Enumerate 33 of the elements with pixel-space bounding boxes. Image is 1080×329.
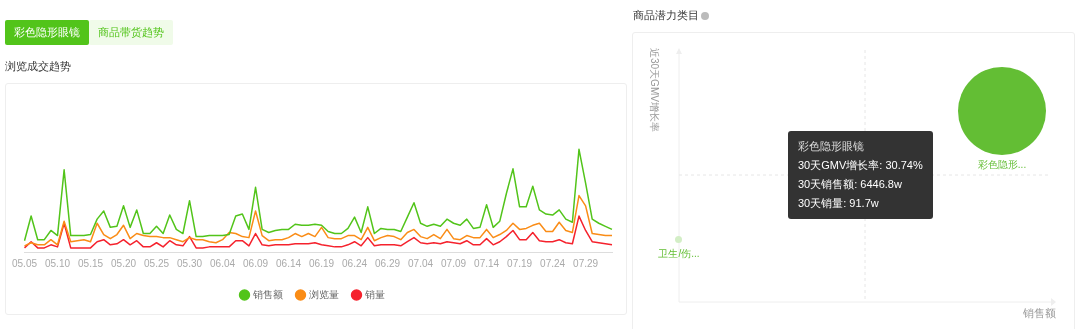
- text: 彩色隐形眼镜: [798, 139, 865, 154]
- x-tick-label: 06.24: [342, 257, 368, 269]
- x-tick-label: 06.14: [276, 257, 302, 269]
- x-tick-label: 07.24: [540, 257, 566, 269]
- x-tick-label: 05.20: [111, 257, 137, 269]
- x-tick-label: 05.10: [45, 257, 71, 269]
- text: 30天销售额: 6446.8w: [798, 177, 903, 192]
- legend-label: 浏览量: [309, 288, 339, 300]
- x-tick-label: 06.19: [309, 257, 335, 269]
- text: 30天GMV增长率: 30.74%: [798, 158, 923, 173]
- x-tick-label: 07.09: [441, 257, 467, 269]
- legend-label: 销售额: [252, 288, 283, 300]
- text: 销售额: [1023, 306, 1056, 321]
- x-tick-label: 05.25: [144, 257, 170, 269]
- text: 商品潜力类目: [633, 8, 700, 23]
- text: 彩色隐形...: [977, 158, 1027, 172]
- x-tick-label: 07.14: [474, 257, 500, 269]
- legend-label: 销量: [364, 288, 385, 300]
- text: 卫生/伤...: [658, 247, 700, 261]
- x-tick-label: 06.04: [210, 257, 236, 269]
- text: 近30天GMV增长率: [648, 48, 661, 132]
- x-tick-label: 05.30: [177, 257, 203, 269]
- x-tick-label: 06.29: [375, 257, 401, 269]
- x-tick-label: 05.15: [78, 257, 104, 269]
- x-tick-label: 07.19: [507, 257, 533, 269]
- text: 商品带货趋势: [89, 20, 173, 45]
- x-tick-label: 07.29: [573, 257, 599, 269]
- chart-title: 浏览成交趋势: [5, 59, 71, 74]
- text: 30天销量: 91.7w: [798, 196, 880, 211]
- x-tick-label: 05.05: [12, 257, 38, 269]
- x-tick-label: 06.09: [243, 257, 269, 269]
- x-tick-label: 07.04: [408, 257, 434, 269]
- text: 彩色隐形眼镜: [5, 20, 89, 45]
